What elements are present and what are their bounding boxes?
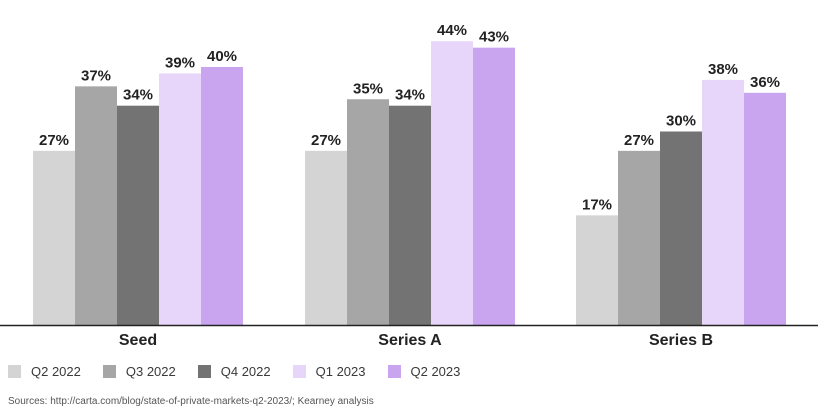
bar-chart: 27% 37% 34% 39% 40% 27% 35% 34% 44% 43% 17% 27% 30% 3… (0, 22, 818, 349)
value-label: 34% (395, 87, 425, 104)
legend-label: Q1 2023 (315, 363, 366, 379)
category-label-seed: Seed (119, 332, 157, 349)
category-label-series-b: Series B (649, 332, 713, 349)
value-label: 39% (165, 54, 195, 71)
value-labels-group: 27% 37% 34% 39% 40% 27% 35% 34% 44% 43% 17% 27% 30% 3… (39, 22, 780, 213)
legend-swatch (387, 364, 401, 378)
legend-label: Q2 2022 (31, 363, 81, 379)
value-label: 38% (708, 61, 738, 78)
legend: Q2 2022 Q3 2022 Q4 2022 Q1 2023 Q2 2023 (8, 362, 482, 380)
bar-series-a-q2-2023 (473, 47, 515, 326)
value-label: 34% (123, 87, 153, 104)
bar-series-a-q4-2022 (389, 105, 431, 325)
legend-label: Q3 2022 (125, 363, 176, 379)
bar-seed-q3-2022 (75, 86, 117, 325)
value-label: 27% (311, 132, 341, 149)
bar-series-a-q2-2022 (305, 150, 347, 325)
bar-series-a-q3-2022 (347, 99, 389, 325)
bar-series-b-q1-2023 (702, 79, 744, 326)
category-label-series-a: Series A (378, 332, 442, 349)
bar-series-b-q3-2022 (618, 150, 660, 325)
bar-series-a-q1-2023 (431, 41, 473, 325)
legend-label: Q2 2023 (410, 363, 461, 379)
value-label: 44% (437, 22, 467, 39)
bar-seed-q1-2023 (159, 73, 201, 325)
legend-item-q4-2022: Q4 2022 (197, 363, 271, 379)
bar-series-b-q2-2023 (744, 92, 786, 325)
value-label: 17% (582, 196, 612, 213)
value-label: 37% (81, 67, 111, 84)
source-note: Sources: http://carta.com/blog/state-of-… (8, 396, 374, 407)
bar-seed-q2-2023 (201, 67, 243, 325)
legend-swatch (197, 364, 211, 378)
legend-item-q2-2023: Q2 2023 (387, 363, 461, 379)
legend-swatch (102, 364, 116, 378)
legend-swatch (292, 364, 306, 378)
value-label: 36% (750, 74, 780, 91)
value-label: 30% (666, 113, 696, 130)
bar-seed-q2-2022 (33, 150, 75, 325)
legend-swatch (8, 364, 21, 378)
bar-series-b-q4-2022 (660, 131, 702, 325)
legend-item-q1-2023: Q1 2023 (292, 363, 366, 379)
category-labels-group: Seed Series A Series B (119, 332, 713, 349)
value-label: 27% (39, 132, 69, 149)
bar-seed-q4-2022 (117, 105, 159, 325)
bar-series-b-q2-2022 (576, 215, 618, 325)
bars-group (33, 41, 786, 326)
value-label: 40% (207, 48, 237, 65)
legend-item-q2-2022: Q2 2022 (8, 364, 81, 379)
value-label: 27% (624, 132, 654, 149)
value-label: 43% (479, 29, 509, 46)
value-label: 35% (353, 80, 383, 97)
legend-item-q3-2022: Q3 2022 (102, 363, 176, 379)
legend-label: Q4 2022 (220, 363, 271, 379)
